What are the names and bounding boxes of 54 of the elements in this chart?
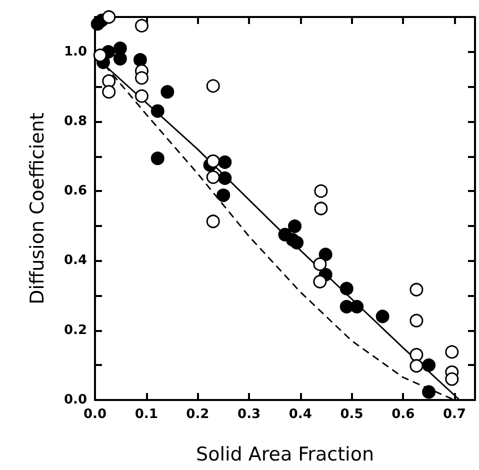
y-tick-label: 0.0	[64, 392, 87, 408]
point	[410, 359, 424, 373]
point	[288, 220, 302, 234]
x-tick-label: 0.3	[238, 407, 261, 422]
point	[102, 74, 116, 88]
point	[314, 202, 328, 216]
y-axis-title: Diffusion Coefficient	[26, 112, 48, 304]
point	[90, 17, 104, 31]
point	[313, 274, 327, 288]
x-tick-label: 0.0	[83, 407, 107, 422]
y-tick-label: 0.8	[64, 114, 87, 129]
point	[113, 52, 127, 66]
point	[160, 85, 174, 99]
point	[314, 184, 328, 198]
point	[93, 48, 107, 62]
point	[286, 233, 300, 247]
point	[422, 385, 436, 399]
point	[422, 358, 436, 372]
point	[218, 171, 232, 185]
point	[410, 314, 424, 328]
point	[150, 104, 164, 118]
point	[134, 71, 148, 85]
point	[350, 300, 364, 314]
point	[445, 372, 459, 386]
point	[410, 282, 424, 296]
y-tick-label: 0.2	[64, 322, 87, 338]
point	[445, 345, 459, 359]
x-tick-label: 0.1	[134, 407, 158, 422]
y-tick-label: 1.0	[64, 44, 87, 60]
point	[340, 282, 354, 296]
point	[134, 89, 148, 103]
x-tick-label: 0.2	[186, 407, 210, 422]
point	[410, 348, 424, 362]
x-tick-label: 0.4	[288, 407, 312, 422]
x-tick-label: 0.5	[340, 407, 364, 422]
point	[206, 154, 220, 168]
point	[313, 257, 327, 271]
y-tick-label: 0.6	[64, 184, 87, 199]
point	[102, 85, 116, 99]
point	[150, 152, 164, 166]
x-tick-label: 0.7	[442, 407, 466, 422]
point	[318, 248, 332, 262]
y-tick-label: 0.4	[64, 253, 87, 268]
point	[133, 53, 147, 67]
point	[206, 170, 220, 184]
x-tick-label: 0.6	[392, 407, 415, 422]
point	[376, 310, 390, 324]
point	[206, 79, 220, 93]
x-axis-title: Solid Area Fraction	[196, 444, 374, 466]
point	[102, 10, 116, 24]
point	[206, 214, 220, 228]
point	[218, 155, 232, 169]
point	[216, 188, 230, 202]
point	[134, 18, 148, 32]
